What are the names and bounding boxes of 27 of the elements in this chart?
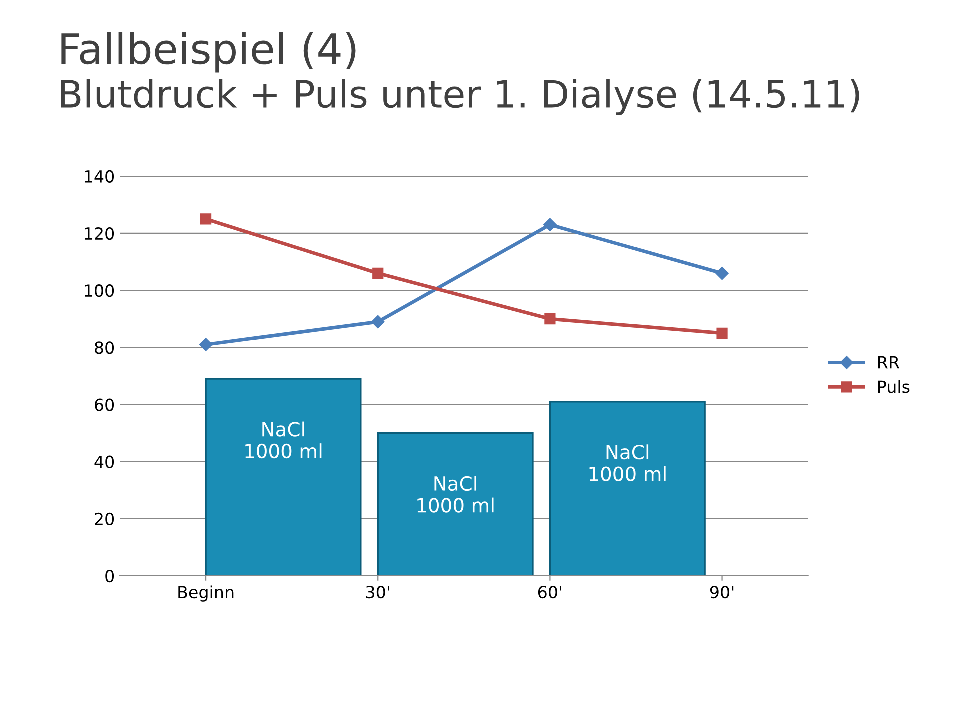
point: [544, 314, 556, 325]
y-tick-label: 20: [95, 512, 114, 526]
x-tick-label: Beginn: [178, 586, 234, 602]
point: [199, 338, 213, 352]
y-tick-label: 140: [85, 170, 114, 183]
data-label: NaCl 1000 ml: [590, 444, 666, 482]
y-tick-label: 80: [95, 342, 114, 354]
point: [200, 214, 212, 225]
point: [716, 266, 729, 280]
point: [544, 218, 557, 232]
y-tick-label: 0: [106, 570, 114, 583]
chart-subtitle: Blutdruck + Puls unter 1. Dialyse (14.5.11): [61, 79, 860, 116]
y-tick-label: 120: [85, 227, 114, 240]
x-tick-label: 30': [366, 586, 390, 599]
point: [716, 328, 728, 339]
y-tick-label: 100: [85, 284, 114, 298]
y-tick-label: 60: [95, 398, 114, 412]
x-tick-label: 60': [538, 586, 562, 599]
x-tick-label: 90': [710, 586, 734, 599]
chart-title: Fallbeispiel (4): [62, 32, 356, 73]
y-tick-label: 40: [94, 456, 114, 468]
legend-label: Puls: [878, 380, 910, 394]
legend-label: RR: [878, 356, 900, 369]
data-label: NaCl 1000 ml: [418, 476, 494, 513]
point: [372, 315, 385, 329]
data-label: NaCl 1000 ml: [246, 422, 322, 459]
point: [372, 268, 384, 279]
